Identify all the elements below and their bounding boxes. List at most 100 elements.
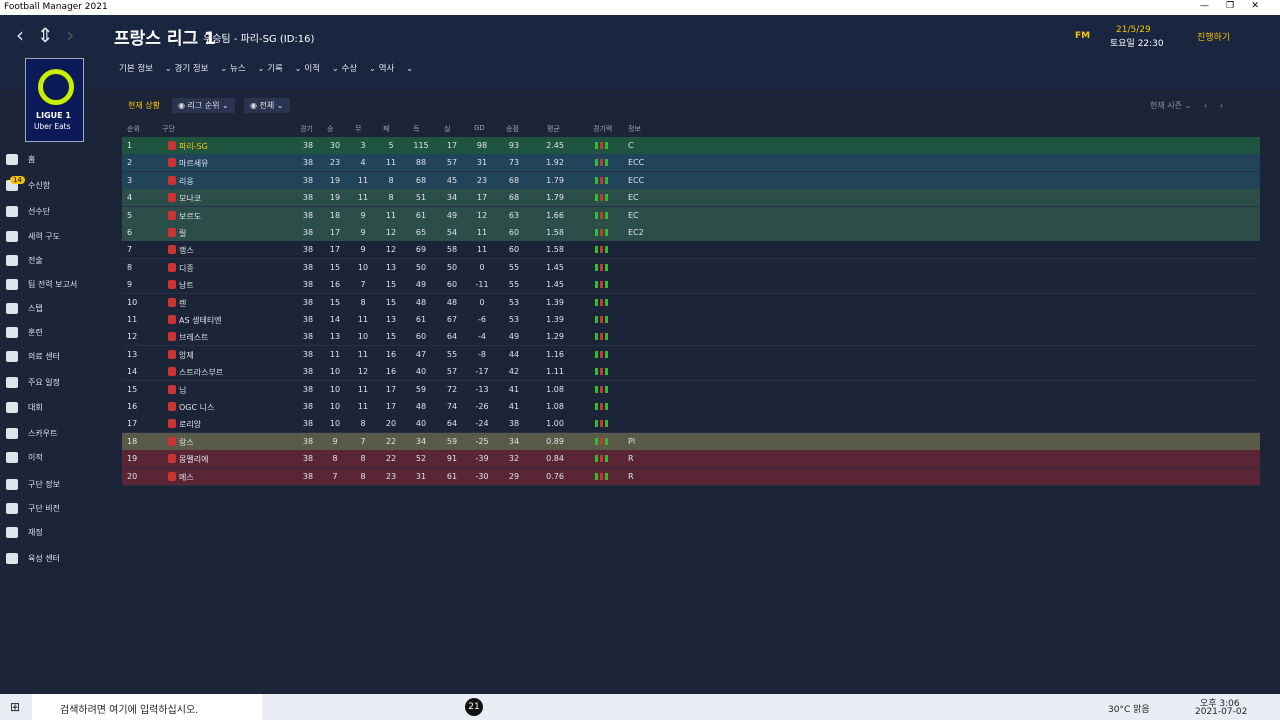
table-cell: 7 bbox=[332, 471, 338, 481]
sidebar-item[interactable]: 대회 bbox=[28, 403, 43, 412]
filter-dropdown[interactable]: ◉ 전체 ⌄ bbox=[244, 98, 290, 113]
nav-item[interactable]: 경기 정보 bbox=[174, 64, 209, 74]
column-header[interactable]: 실 bbox=[444, 125, 451, 133]
sidebar-item[interactable]: 재정 bbox=[28, 528, 43, 537]
sidebar-item[interactable]: 구단 비전 bbox=[28, 504, 60, 513]
table-cell: 60 bbox=[446, 280, 458, 290]
table-cell: 74 bbox=[446, 402, 458, 411]
sidebar-item[interactable]: 육성 센터 bbox=[28, 554, 60, 563]
table-cell: 53 bbox=[508, 297, 520, 307]
view-dropdown[interactable]: ◉ 리그 순위 ⌄ bbox=[172, 98, 235, 113]
column-header[interactable]: 경기력 bbox=[593, 125, 613, 133]
column-header[interactable]: GD bbox=[474, 124, 485, 132]
table-cell: 16 bbox=[385, 349, 397, 359]
table-row[interactable]: 13 앙제 38 11 11 16 47 55 -8 44 1.16 bbox=[122, 345, 1260, 364]
table-cell: 38 bbox=[302, 228, 314, 237]
nav-arrows[interactable]: ‹ ⇕ › bbox=[16, 23, 75, 47]
column-header[interactable]: 무 bbox=[355, 125, 362, 133]
window-controls[interactable]: — ❐ ✕ bbox=[1200, 1, 1259, 11]
table-row[interactable]: 16 OGC 니스 38 10 11 17 48 74 -26 41 1.08 bbox=[122, 398, 1260, 416]
column-header[interactable]: 승점 bbox=[506, 125, 519, 133]
table-cell: 41 bbox=[508, 402, 520, 411]
table-row[interactable]: 18 랑스 38 9 7 22 34 59 -25 34 0.89 Pl bbox=[122, 432, 1260, 451]
table-cell: 8 bbox=[127, 262, 133, 272]
table-row[interactable]: 15 님 38 10 11 17 59 72 -13 41 1.08 bbox=[122, 380, 1260, 399]
table-row[interactable]: 12 브레스트 38 13 10 15 60 64 -4 49 1.29 bbox=[122, 328, 1260, 347]
table-cell: 11 bbox=[385, 158, 397, 168]
table-cell: 3 bbox=[360, 141, 366, 150]
column-header[interactable]: 순위 bbox=[127, 125, 140, 133]
search-box[interactable]: 검색하려면 여기에 입력하십시오. bbox=[32, 694, 262, 720]
sidebar-item[interactable]: 선수단 bbox=[28, 207, 51, 216]
table-row[interactable]: 17 로리앙 38 10 8 20 40 64 -24 38 1.00 bbox=[122, 415, 1260, 434]
sidebar-item[interactable]: 구단 정보 bbox=[28, 480, 60, 489]
nav-item[interactable]: 이적 bbox=[304, 64, 321, 74]
table-cell: 59 bbox=[446, 436, 458, 446]
table-cell: 51 bbox=[415, 193, 427, 203]
table-cell: 98 bbox=[476, 141, 488, 150]
nav-item[interactable]: 기록 bbox=[267, 64, 283, 74]
table-row[interactable]: 10 렌 38 15 8 15 48 48 0 53 1.39 bbox=[122, 293, 1260, 312]
table-row[interactable]: 5 보르도 38 18 9 11 61 49 12 63 1.66 EC bbox=[122, 206, 1260, 225]
nav-item[interactable]: 뉴스 bbox=[230, 64, 246, 74]
column-header[interactable]: 경기 bbox=[300, 125, 313, 133]
table-cell: 57 bbox=[446, 367, 458, 377]
sidebar-item[interactable]: 의료 센터 bbox=[28, 352, 60, 361]
table-cell: 59 bbox=[415, 384, 427, 394]
table-cell: 40 bbox=[415, 367, 427, 377]
table-row[interactable]: 1 파리-SG 38 30 3 5 115 17 98 93 2.45 C bbox=[122, 137, 1260, 155]
table-cell: Pl bbox=[628, 436, 636, 446]
sidebar-item[interactable]: 이적 bbox=[28, 453, 43, 462]
club-crest bbox=[168, 402, 176, 411]
sidebar-item[interactable]: 훈련 bbox=[28, 328, 43, 337]
table-cell: 7 bbox=[360, 280, 366, 290]
club-crest bbox=[168, 280, 176, 290]
fm-taskbar-icon[interactable]: 21 bbox=[465, 698, 483, 716]
column-header[interactable]: 득 bbox=[413, 125, 420, 133]
table-row[interactable]: 20 메스 38 7 8 23 31 61 -30 29 0.76 R bbox=[122, 467, 1260, 486]
table-row[interactable]: 2 마르세유 38 23 4 11 88 57 31 73 1.92 ECC bbox=[122, 154, 1260, 173]
nav-item[interactable]: 기본 정보 bbox=[119, 64, 153, 74]
sidebar-item[interactable]: 수신함 bbox=[28, 181, 51, 190]
table-row[interactable]: 19 몽펠리에 38 8 8 22 52 91 -39 32 0.84 R bbox=[122, 450, 1260, 469]
toolbar-section[interactable]: 현재 상황 bbox=[128, 101, 160, 110]
table-row[interactable]: 3 리옹 38 19 11 8 68 45 23 68 1.79 ECC bbox=[122, 171, 1260, 190]
table-row[interactable]: 4 모나코 38 19 11 8 51 34 17 68 1.79 EC bbox=[122, 189, 1260, 208]
table-cell: 5 bbox=[127, 210, 133, 220]
sidebar-item[interactable]: 스탭 bbox=[28, 304, 43, 313]
start-button[interactable]: ⊞ bbox=[10, 700, 21, 714]
continue-button[interactable]: 진행하기 bbox=[1197, 33, 1231, 43]
table-row[interactable]: 11 AS 생테티엔 38 14 11 13 61 67 -6 53 1.39 bbox=[122, 311, 1260, 329]
club-crest bbox=[168, 419, 176, 429]
table-row[interactable]: 14 스트라스부르 38 10 12 16 40 57 -17 42 1.11 bbox=[122, 363, 1260, 382]
column-header[interactable]: 평균 bbox=[547, 125, 560, 133]
club-crest bbox=[168, 332, 176, 342]
table-cell: 17 bbox=[385, 384, 397, 394]
column-header[interactable]: 패 bbox=[383, 125, 390, 133]
season-dropdown[interactable]: 현재 시즌 ⌄ ‹ › bbox=[1150, 101, 1224, 110]
sidebar-item[interactable]: 전술 bbox=[28, 256, 43, 265]
table-row[interactable]: 7 랭스 38 17 9 12 69 58 11 60 1.58 bbox=[122, 241, 1260, 260]
form-bars bbox=[595, 437, 609, 445]
sidebar-item[interactable]: 세력 구도 bbox=[28, 232, 60, 241]
table-row[interactable]: 9 낭트 38 16 7 15 49 60 -11 55 1.45 bbox=[122, 276, 1260, 295]
table-row[interactable]: 6 릴 38 17 9 12 65 54 11 60 1.58 EC2 bbox=[122, 224, 1260, 242]
table-cell: 5 bbox=[388, 141, 394, 150]
sidebar-item[interactable]: 스카우트 bbox=[28, 429, 58, 438]
sidebar-item[interactable]: 팀 전력 보고서 bbox=[28, 280, 78, 289]
table-cell: 50 bbox=[415, 262, 427, 272]
table-cell: 10 bbox=[329, 367, 341, 377]
sidebar-item[interactable]: 홈 bbox=[28, 155, 36, 164]
table-cell: 13 bbox=[329, 332, 341, 342]
club-crest bbox=[168, 297, 176, 307]
column-header[interactable]: 승 bbox=[327, 125, 334, 133]
nav-item[interactable]: 수상 bbox=[341, 64, 358, 74]
table-cell: C bbox=[628, 141, 634, 150]
table-cell: ECC bbox=[628, 158, 645, 168]
nav-item[interactable]: 역사 bbox=[378, 64, 395, 74]
table-row[interactable]: 8 디종 38 15 10 13 50 50 0 55 1.45 bbox=[122, 258, 1260, 277]
sidebar-item[interactable]: 주요 일정 bbox=[28, 378, 60, 387]
column-header[interactable]: 구단 bbox=[162, 125, 175, 133]
column-header[interactable]: 정보 bbox=[628, 125, 641, 133]
table-cell: 53 bbox=[508, 315, 520, 324]
